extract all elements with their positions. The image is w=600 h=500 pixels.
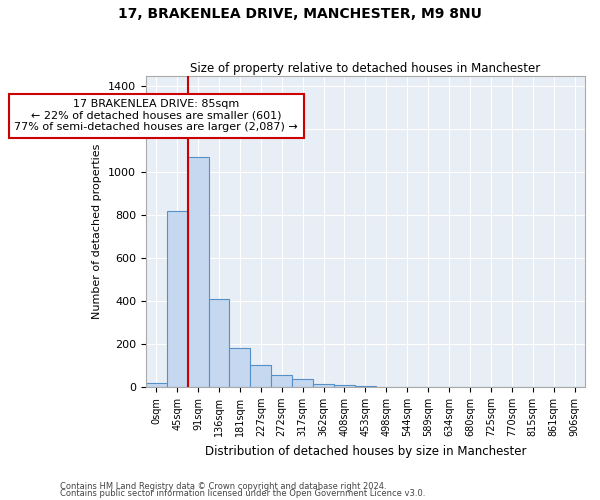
Bar [355, 386, 376, 387]
Bar [229, 348, 250, 387]
Bar [188, 157, 209, 387]
Bar [334, 385, 355, 387]
Y-axis label: Number of detached properties: Number of detached properties [92, 144, 103, 319]
Text: Contains HM Land Registry data © Crown copyright and database right 2024.: Contains HM Land Registry data © Crown c… [60, 482, 386, 491]
Text: 17, BRAKENLEA DRIVE, MANCHESTER, M9 8NU: 17, BRAKENLEA DRIVE, MANCHESTER, M9 8NU [118, 8, 482, 22]
Bar [313, 384, 334, 387]
Bar [250, 366, 271, 387]
Text: 17 BRAKENLEA DRIVE: 85sqm
← 22% of detached houses are smaller (601)
77% of semi: 17 BRAKENLEA DRIVE: 85sqm ← 22% of detac… [14, 100, 298, 132]
Bar [271, 375, 292, 387]
Bar [167, 211, 188, 387]
Title: Size of property relative to detached houses in Manchester: Size of property relative to detached ho… [190, 62, 541, 74]
Text: Contains public sector information licensed under the Open Government Licence v3: Contains public sector information licen… [60, 490, 425, 498]
Bar [292, 379, 313, 387]
Bar [146, 382, 167, 387]
Bar [209, 299, 229, 387]
X-axis label: Distribution of detached houses by size in Manchester: Distribution of detached houses by size … [205, 444, 526, 458]
